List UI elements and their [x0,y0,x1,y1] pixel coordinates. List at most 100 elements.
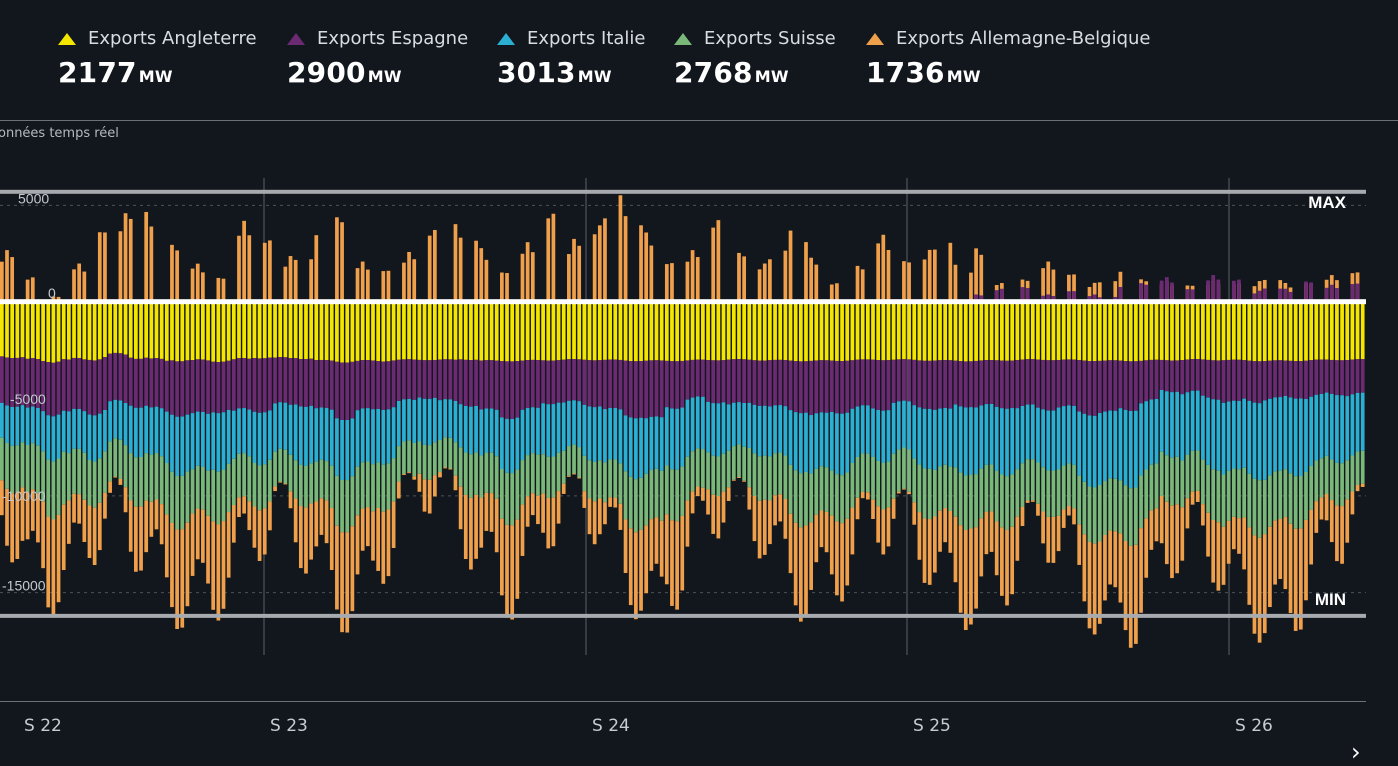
bar-segment [51,519,56,617]
bar-segment [922,408,927,469]
bar-segment [67,302,71,360]
bar-segment [1319,393,1324,459]
bar-segment [1087,361,1092,416]
bar-segment [216,413,221,472]
bar-segment [510,418,515,474]
bar-segment [809,302,813,361]
bar-segment [804,302,808,362]
bar-segment [1149,302,1154,360]
bar-segment [350,418,355,477]
bar-segment [701,449,705,488]
bar-peak [97,232,102,303]
bar-segment [1355,485,1360,492]
bar-segment [484,492,489,531]
bar-segment [731,302,736,360]
bar-peak [1262,288,1267,303]
bar-segment [1314,460,1319,502]
bar-segment [824,412,829,468]
bar-segment [304,302,308,360]
bar-segment [15,492,20,559]
legend-item-italie[interactable]: Exports Italie 3013 MW [497,28,646,89]
bar-segment [1005,529,1009,606]
bar-segment [195,302,200,360]
bar-peak [0,261,4,303]
bar-segment [319,407,324,460]
bar-segment [737,477,741,478]
chevron-right-icon[interactable]: › [1351,738,1361,766]
bar-segment [649,416,654,470]
bar-segment [670,302,674,362]
bar-segment [77,448,82,495]
bar-segment [860,359,865,406]
bar-segment [1056,407,1061,470]
legend-value: 2900 MW [287,56,402,89]
bar-segment [293,302,298,359]
bar-segment [1041,467,1045,512]
bar-segment [304,359,308,407]
bar-segment [1242,360,1246,399]
legend-item-espagne[interactable]: Exports Espagne 2900 MW [287,28,468,89]
bar-segment [159,456,164,505]
bar-segment [1226,302,1231,360]
bar-segment [1293,476,1298,529]
bar-segment [1025,302,1030,360]
bar-segment [814,302,819,361]
bar-segment [577,302,582,360]
bar-segment [927,408,932,469]
bar-segment [1046,410,1051,471]
bar-segment [603,359,607,410]
bar-segment [1128,302,1133,362]
bar-segment [1288,397,1293,474]
bar-peak [670,263,674,303]
bar-peak [30,277,35,303]
bar-segment [891,498,896,519]
bar-segment [1082,534,1087,602]
bar-segment [1000,474,1004,528]
bar-peak [500,272,504,303]
bar-segment [25,492,30,540]
legend-item-angleterre[interactable]: Exports Angleterre 2177 MW [58,28,257,89]
bar-peak [757,269,762,303]
bar-segment [128,453,133,501]
bar-segment [1360,450,1365,484]
legend-item-allemagne-belgique[interactable]: Exports Allemagne-Belgique 1736 MW [866,28,1151,89]
bar-segment [433,442,437,476]
bar-segment [649,519,654,571]
bar-segment [247,358,252,410]
bar-segment [1329,393,1334,460]
bar-segment [30,443,35,490]
bar-segment [541,302,545,361]
bar-segment [1304,519,1308,601]
bar-segment [128,357,133,406]
bar-segment [1226,520,1231,564]
bar-segment [190,469,195,514]
bar-segment [185,414,190,472]
bar-segment [515,519,520,599]
bar-segment [92,461,97,508]
bar-segment [1309,509,1314,565]
bar-segment [762,455,767,500]
bar-segment [510,525,515,620]
bar-segment [113,399,118,439]
bar-segment [0,356,4,403]
bar-segment [706,452,710,490]
bar-segment [675,302,679,362]
bar-segment [489,493,494,532]
bar-segment [902,447,906,489]
bar-segment [871,456,875,500]
bar-segment [1175,302,1179,361]
bar-segment [608,459,612,498]
bar-segment [463,452,468,495]
bar-segment [469,406,473,455]
legend-item-suisse[interactable]: Exports Suisse 2768 MW [674,28,836,89]
bar-segment [1061,465,1066,510]
triangle-up-icon [674,32,692,45]
bar-segment [969,361,973,408]
bar-segment [783,455,788,500]
bar-segment [1350,359,1355,395]
bar-segment [577,447,582,478]
bar-segment [1087,302,1092,361]
bar-segment [10,358,15,407]
bar-segment [1118,480,1123,534]
